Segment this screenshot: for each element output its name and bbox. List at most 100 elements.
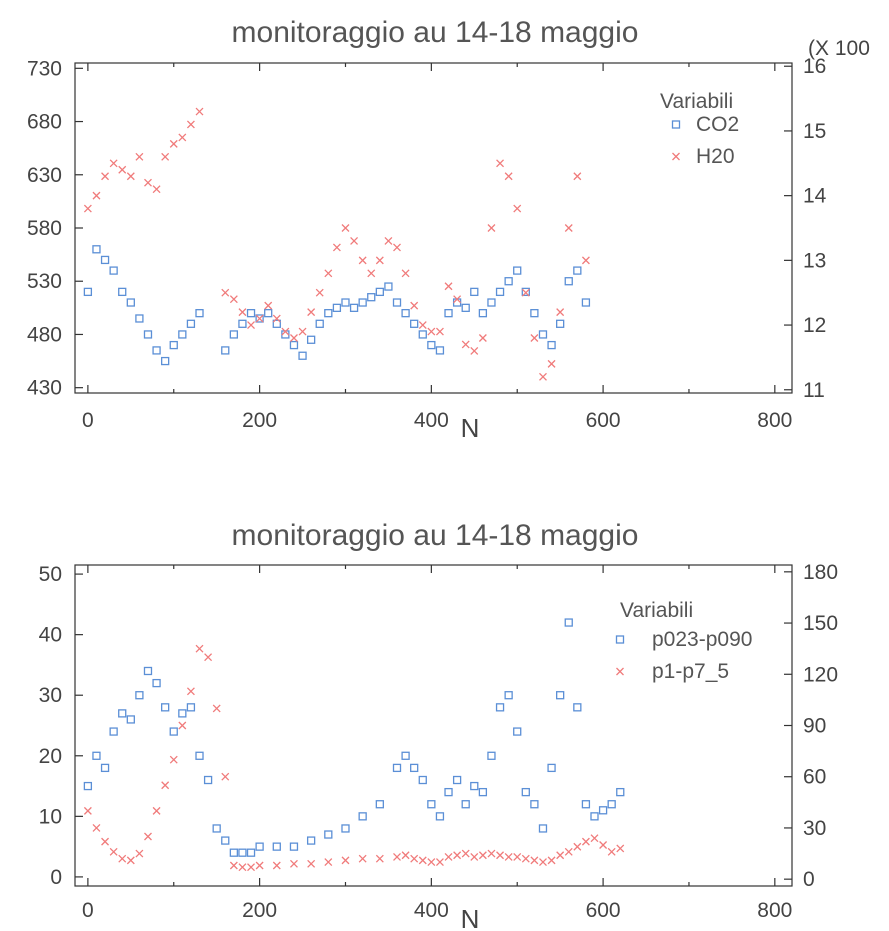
legend-label: H20 [696, 145, 735, 168]
data-point [238, 319, 247, 328]
data-point [289, 842, 299, 851]
data-point [341, 856, 350, 865]
data-point [161, 152, 170, 161]
data-point [83, 806, 92, 815]
data-point [401, 269, 410, 278]
data-point [564, 224, 573, 232]
data-point [573, 703, 582, 712]
data-point [392, 763, 402, 773]
series-p1-p7-5 [83, 644, 625, 872]
data-point [238, 848, 247, 857]
data-point [461, 800, 470, 809]
data-point [143, 666, 153, 676]
data-point [332, 303, 342, 312]
data-point [135, 314, 144, 323]
data-point [461, 340, 470, 349]
data-point [358, 854, 367, 863]
x-tick-label: 600 [586, 409, 621, 432]
data-point [272, 842, 281, 851]
data-point [135, 691, 144, 700]
legend-label: CO2 [696, 113, 739, 136]
data-point [590, 812, 599, 821]
data-point [92, 245, 101, 254]
data-point [100, 255, 110, 265]
data-point [315, 288, 324, 297]
data-point [332, 243, 341, 252]
data-point [178, 709, 187, 718]
data-point [384, 282, 393, 291]
data-point [375, 256, 384, 265]
data-point [538, 824, 548, 833]
data-point [367, 293, 376, 302]
data-point [556, 308, 565, 317]
data-point [255, 842, 264, 851]
data-point [478, 851, 487, 860]
data-point [324, 269, 333, 278]
data-point [564, 847, 573, 856]
x-axis-label: N [461, 413, 480, 443]
data-point [581, 298, 591, 307]
data-point [247, 321, 255, 330]
data-point [418, 321, 427, 330]
data-point [487, 849, 496, 858]
legend-marker [671, 120, 681, 129]
data-point [487, 751, 496, 760]
data-point [547, 359, 556, 368]
data-point [118, 287, 127, 297]
x-tick-label: 200 [242, 409, 277, 432]
data-point [453, 851, 462, 860]
data-point [100, 763, 110, 773]
data-point [513, 204, 522, 213]
data-point [461, 303, 470, 312]
series-h20 [83, 107, 590, 381]
left-tick-label: 430 [27, 377, 62, 400]
data-point [255, 314, 264, 323]
data-point [495, 703, 505, 712]
data-point [306, 836, 316, 845]
data-point [375, 287, 384, 297]
data-point [599, 841, 608, 849]
right-tick-label: 180 [803, 561, 838, 584]
data-point [83, 204, 92, 213]
legend-marker [616, 667, 624, 676]
data-point [444, 309, 453, 318]
right-tick-label: 15 [803, 120, 826, 143]
data-point [290, 859, 298, 868]
data-point [135, 152, 144, 161]
data-point [478, 787, 488, 797]
left-tick-label: 680 [27, 111, 62, 134]
data-point [221, 772, 230, 781]
data-point [152, 346, 161, 355]
data-point [126, 856, 135, 865]
data-point [186, 703, 196, 712]
legend-label: p1-p7_5 [652, 660, 729, 683]
data-point [521, 288, 530, 297]
data-point [547, 856, 556, 865]
data-point [264, 301, 273, 310]
right-tick-label: 150 [803, 612, 838, 635]
data-point [573, 842, 582, 851]
x-tick-label: 0 [82, 409, 94, 432]
legend-title: Variabili [660, 90, 733, 113]
data-point [452, 775, 462, 785]
data-point [246, 848, 256, 857]
data-point [461, 849, 470, 858]
left-tick-label: 20 [39, 745, 62, 768]
data-point [255, 314, 264, 323]
left-tick-label: 480 [27, 323, 62, 346]
data-point [504, 853, 513, 861]
data-point [607, 847, 616, 856]
data-point [349, 303, 359, 312]
x-tick-label: 600 [586, 899, 621, 922]
data-point [272, 314, 281, 323]
data-point [281, 327, 290, 336]
data-point [83, 781, 93, 791]
data-point [513, 266, 522, 275]
x-tick-label: 400 [414, 899, 449, 922]
data-point [92, 751, 101, 760]
data-point [393, 853, 401, 861]
data-point [238, 308, 247, 317]
data-point [393, 243, 401, 252]
data-point [229, 861, 238, 870]
